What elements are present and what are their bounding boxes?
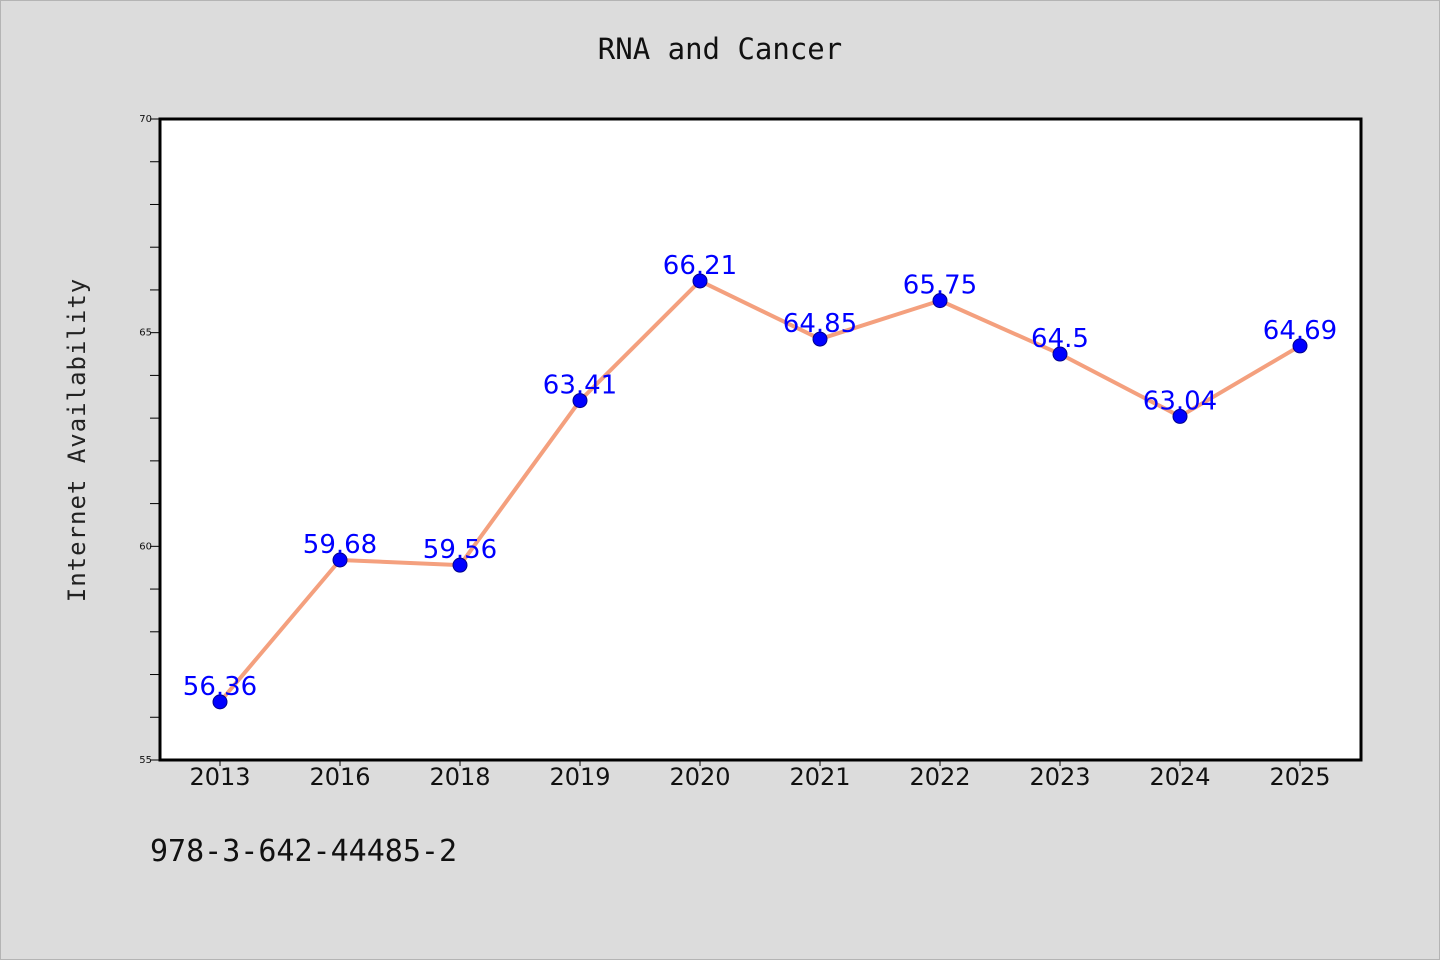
data-label: 63.41 bbox=[543, 371, 617, 401]
x-tick-label: 2022 bbox=[909, 763, 970, 791]
x-tick-label: 2016 bbox=[309, 763, 370, 791]
x-tick-label: 2021 bbox=[789, 763, 850, 791]
data-point bbox=[572, 393, 588, 409]
series-markers bbox=[212, 273, 1308, 710]
data-label: 64.69 bbox=[1263, 316, 1337, 346]
series-line-path bbox=[218, 278, 1302, 704]
x-tick-label: 2025 bbox=[1269, 763, 1330, 791]
y-tick-label: 55 bbox=[139, 755, 152, 766]
data-label: 66.21 bbox=[663, 251, 737, 281]
x-tick-label: 2020 bbox=[669, 763, 730, 791]
data-labels: 56.36 59.68 59.56 63.41 66.21 64.85 65.75 64.5 6… bbox=[183, 251, 1337, 702]
data-point bbox=[1172, 408, 1188, 424]
data-label: 63.04 bbox=[1143, 386, 1217, 416]
x-tick-label: 2023 bbox=[1029, 763, 1090, 791]
plot-area bbox=[158, 117, 1363, 762]
data-point bbox=[1052, 346, 1068, 362]
x-tick-label: 2019 bbox=[549, 763, 610, 791]
data-label: 65.75 bbox=[903, 271, 977, 301]
y-tick-label: 60 bbox=[139, 541, 152, 552]
y-tick-label: 65 bbox=[139, 328, 152, 339]
isbn-footnote: 978-3-642-44485-2 bbox=[150, 834, 458, 869]
x-tick-label: 2024 bbox=[1149, 763, 1210, 791]
data-point bbox=[332, 552, 348, 568]
chart-title: RNA and Cancer bbox=[597, 32, 843, 66]
data-label: 59.56 bbox=[423, 535, 497, 565]
x-tick-label: 2018 bbox=[429, 763, 490, 791]
y-tick-label: 70 bbox=[139, 114, 152, 125]
data-point bbox=[1292, 338, 1308, 354]
data-point bbox=[692, 273, 708, 289]
data-label: 64.85 bbox=[783, 309, 857, 339]
data-point bbox=[212, 694, 228, 710]
data-point bbox=[452, 557, 468, 573]
y-axis: 55 60 65 70 bbox=[139, 114, 160, 766]
data-label: 56.36 bbox=[183, 672, 257, 702]
y-axis-label: Internet Availability bbox=[63, 278, 91, 602]
data-label: 59.68 bbox=[303, 530, 377, 560]
data-point bbox=[932, 293, 948, 309]
series-line bbox=[218, 278, 1302, 704]
x-tick-label: 2013 bbox=[189, 763, 250, 791]
data-label: 64.5 bbox=[1031, 324, 1089, 354]
x-axis: 2013 2016 2018 2019 2020 2021 2022 2023 2024 2025 bbox=[189, 760, 1331, 791]
data-point bbox=[812, 331, 828, 347]
